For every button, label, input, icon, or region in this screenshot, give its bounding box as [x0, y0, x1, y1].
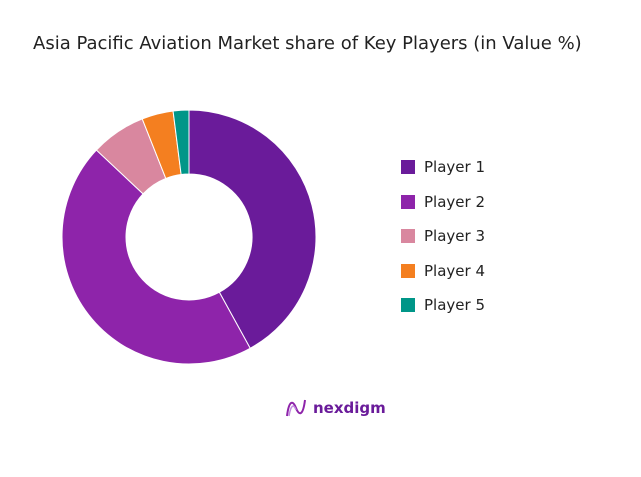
legend-swatch — [401, 229, 415, 243]
donut-slice-2 — [61, 149, 251, 365]
legend-label: Player 4 — [424, 261, 485, 280]
legend-swatch — [401, 160, 415, 174]
legend-item: Player 2 — [401, 193, 485, 211]
chart-title: Asia Pacific Aviation Market share of Ke… — [33, 33, 582, 54]
legend-label: Player 5 — [424, 296, 485, 314]
donut-slice-5 — [172, 109, 190, 176]
donut-slice-1 — [188, 109, 317, 349]
legend-label: Player 3 — [424, 227, 485, 245]
legend-item: Player 4 — [401, 262, 485, 280]
legend-swatch — [401, 298, 415, 312]
legend-item: Player 5 — [401, 296, 485, 314]
legend-item: Player 3 — [401, 227, 485, 245]
legend-item: Player 1 — [401, 158, 485, 176]
logo-text: nexdigm — [313, 399, 386, 417]
legend-swatch — [401, 194, 415, 209]
legend-label: Player 1 — [424, 158, 485, 176]
legend-label: Player 2 — [424, 192, 485, 211]
nexdigm-logo-icon — [286, 399, 306, 417]
nexdigm-logo: nexdigm — [285, 398, 386, 418]
legend-swatch — [401, 263, 415, 278]
